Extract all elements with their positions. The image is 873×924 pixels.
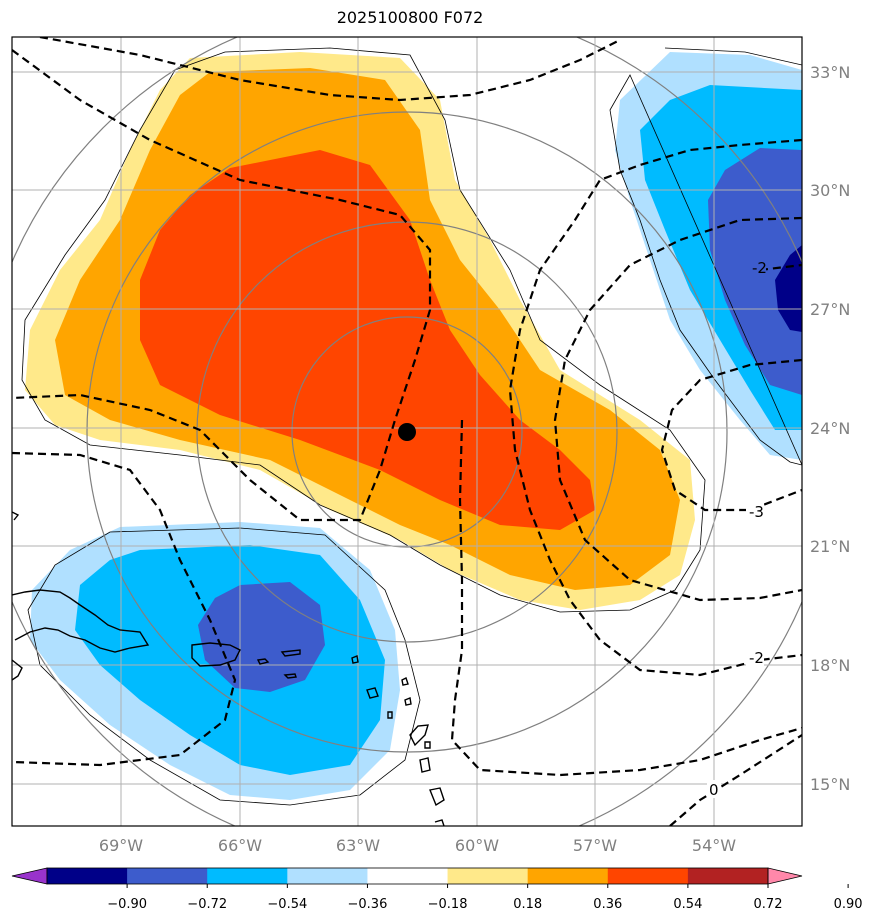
- colorbar-bin: [607, 868, 689, 884]
- dashed-contours: [12, 37, 802, 826]
- colorbar-bin: [367, 868, 449, 884]
- colorbar-tick-label: 0.54: [673, 897, 702, 912]
- lat-label: 24°N: [810, 419, 850, 438]
- contour-labels: -2 -3 -2 0: [707, 258, 767, 799]
- coastlines: [12, 511, 445, 826]
- map-fields: [12, 37, 802, 826]
- colorbar-bin: [447, 868, 529, 884]
- lon-label: 57°W: [573, 836, 617, 855]
- contour-label-bg: [746, 502, 764, 520]
- contour-label-bg: [707, 780, 721, 798]
- thin-outline-contours: [21, 47, 802, 806]
- colorbar-bin: [527, 868, 609, 884]
- lat-label: 21°N: [810, 537, 850, 556]
- lat-label: 33°N: [810, 63, 850, 82]
- colorbar-tick-label: 0.36: [593, 897, 622, 912]
- colorbar-tick-label: −0.72: [187, 897, 227, 912]
- colorbar-bin: [127, 868, 208, 884]
- contour-label-bg: [746, 648, 764, 666]
- colorbar-tick-label: −0.54: [267, 897, 307, 912]
- contour-label: 0: [709, 781, 719, 799]
- storm-center-marker: [398, 423, 416, 441]
- map-title: 2025100800 F072: [336, 8, 484, 27]
- colorbar-extend-low: [11, 867, 48, 885]
- colorbar-extend-high: [767, 867, 803, 885]
- lat-label: 18°N: [810, 656, 850, 675]
- lon-label: 63°W: [336, 836, 380, 855]
- distance-rings: [12, 37, 802, 826]
- warm-anomaly-0.54: [140, 150, 595, 530]
- lon-label: 66°W: [218, 836, 262, 855]
- colorbar-tick-label: 0.18: [513, 897, 542, 912]
- colorbar-tick-label: −0.90: [107, 897, 147, 912]
- lat-label: 15°N: [810, 775, 850, 794]
- lon-label: 60°W: [455, 836, 499, 855]
- colorbar-bin: [687, 868, 769, 884]
- lon-label: 54°W: [692, 836, 736, 855]
- longitude-labels: 69°W 66°W 63°W 60°W 57°W 54°W: [99, 836, 736, 855]
- contour-label: -3: [749, 503, 764, 521]
- colorbar-tick-label: 0.90: [834, 897, 863, 912]
- map-frame: [11, 36, 803, 827]
- lat-label: 27°N: [810, 300, 850, 319]
- colorbar-bin: [47, 868, 128, 884]
- colorbar: −0.90 −0.72 −0.54 −0.36 −0.18 0.18 0.36 0.54 0.7…: [11, 867, 863, 912]
- latitude-labels: 33°N 30°N 27°N 24°N 21°N 18°N 15°N: [810, 63, 850, 794]
- colorbar-bin: [287, 868, 368, 884]
- contour-label: -2: [752, 259, 767, 277]
- lat-label: 30°N: [810, 181, 850, 200]
- lon-label: 69°W: [99, 836, 143, 855]
- colorbar-tick-label: 0.72: [754, 897, 783, 912]
- colorbar-tick-label: −0.18: [428, 897, 468, 912]
- colorbar-frame: [46, 867, 769, 885]
- cool-anomaly-ne-0.72: [775, 245, 802, 332]
- colorbar-bin: [207, 868, 288, 884]
- colorbar-tick-label: −0.36: [348, 897, 388, 912]
- contour-label: -2: [749, 649, 764, 667]
- contour-label-bg: [748, 258, 766, 276]
